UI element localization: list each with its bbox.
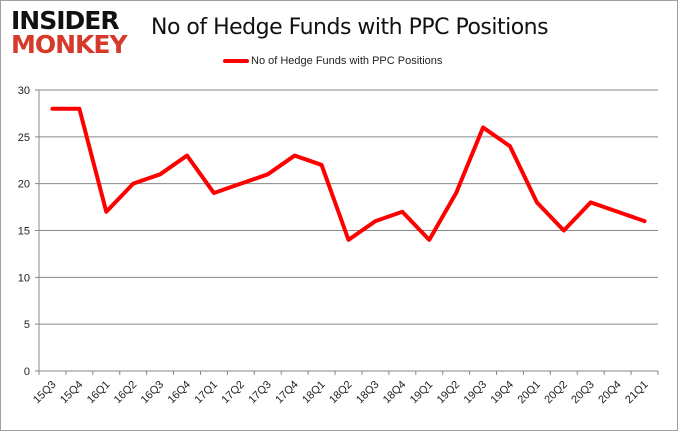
- x-tick-label: 18Q2: [327, 379, 355, 407]
- x-tick-label: 19Q3: [462, 379, 490, 407]
- series-line: [50, 106, 647, 242]
- y-tick-label: 30: [18, 85, 30, 97]
- x-tick-label: 20Q4: [596, 379, 624, 407]
- legend: No of Hedge Funds with PPC Positions: [223, 55, 442, 67]
- x-tick-label: 21Q1: [623, 379, 651, 407]
- x-tick-label: 17Q1: [193, 379, 221, 407]
- x-tick-label: 17Q2: [219, 379, 247, 407]
- x-tick-label: 20Q3: [569, 379, 597, 407]
- y-tick-label: 5: [24, 319, 30, 331]
- x-tick-label: 19Q2: [435, 379, 463, 407]
- x-tick-label: 16Q4: [166, 379, 194, 407]
- chart-title: No of Hedge Funds with PPC Positions: [151, 15, 549, 40]
- x-tick-label: 18Q1: [300, 379, 328, 407]
- x-tick-label: 16Q3: [139, 379, 167, 407]
- x-tick-label: 17Q4: [273, 379, 301, 407]
- insider-monkey-logo: INSIDER MONKEY: [11, 6, 128, 59]
- x-tick-label: 15Q3: [31, 379, 59, 407]
- y-tick-label: 20: [18, 179, 30, 191]
- x-tick-label: 20Q1: [515, 379, 543, 407]
- x-tick-label: 19Q1: [408, 379, 436, 407]
- x-tick-label: 19Q4: [489, 379, 517, 407]
- x-tick-label: 15Q4: [58, 379, 86, 407]
- x-tick-label: 20Q2: [542, 379, 570, 407]
- x-tick-label: 16Q2: [112, 379, 140, 407]
- x-tick-label: 17Q3: [246, 379, 274, 407]
- y-tick-label: 0: [24, 366, 30, 378]
- legend-label: No of Hedge Funds with PPC Positions: [251, 55, 443, 67]
- y-tick-label: 15: [18, 226, 30, 238]
- x-tick-label: 16Q1: [85, 379, 113, 407]
- x-tick-label: 18Q3: [354, 379, 382, 407]
- legend-swatch: [223, 59, 249, 63]
- y-tick-label: 10: [18, 272, 30, 284]
- x-tick-label: 18Q4: [381, 379, 409, 407]
- y-tick-label: 25: [18, 132, 30, 144]
